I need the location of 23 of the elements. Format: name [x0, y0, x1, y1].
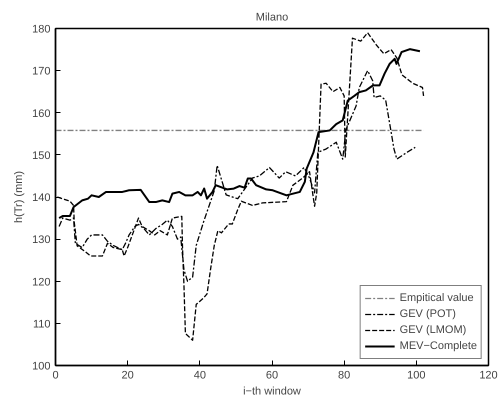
x-tick-label: 20 [122, 370, 134, 382]
y-tick-label: 160 [32, 108, 51, 120]
y-axis-title: h(Tr) (mm) [13, 170, 26, 224]
y-tick-label: 150 [32, 150, 51, 162]
legend-label: GEV (LMOM) [400, 323, 466, 338]
y-tick-label: 180 [32, 24, 51, 36]
y-tick-label: 120 [32, 276, 51, 288]
x-tick-label: 40 [194, 370, 206, 382]
legend-label: GEV (POT) [400, 307, 456, 322]
x-tick-label: 100 [407, 370, 426, 382]
x-axis-title: i−th window [243, 386, 301, 398]
y-tick-label: 170 [32, 66, 51, 78]
x-tick-label: 0 [52, 370, 59, 382]
y-tick-label: 100 [32, 360, 51, 372]
x-tick-label: 80 [338, 370, 350, 382]
x-tick-label: 120 [479, 370, 498, 382]
y-tick-label: 140 [32, 192, 51, 204]
legend-label: Empitical value [400, 291, 474, 306]
chart-title: Milano [256, 12, 288, 24]
y-tick-label: 110 [32, 318, 51, 330]
legend-label: MEV−Complete [400, 339, 477, 354]
x-tick-label: 60 [266, 370, 278, 382]
y-tick-label: 130 [32, 234, 51, 246]
